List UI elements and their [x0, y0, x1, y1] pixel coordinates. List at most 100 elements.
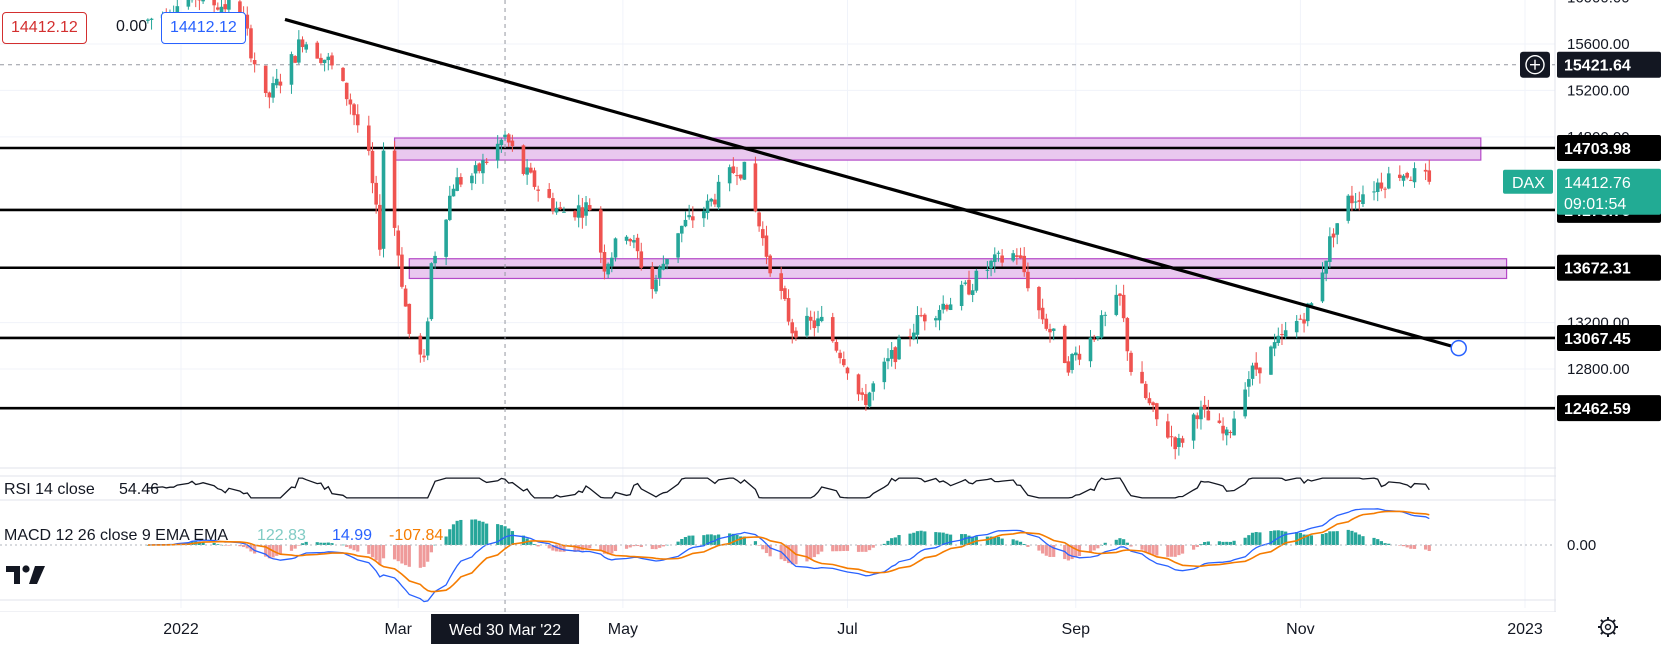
candle — [1192, 413, 1196, 449]
candle — [448, 186, 452, 221]
candle — [945, 304, 949, 312]
macd-histogram-bar — [1151, 545, 1154, 555]
macd-histogram-bar — [503, 526, 506, 545]
candle — [680, 226, 684, 243]
candle-body — [1052, 329, 1056, 331]
candle — [743, 162, 747, 180]
candle — [1195, 412, 1199, 428]
candle — [1037, 286, 1041, 319]
candle-body — [1361, 194, 1365, 204]
candle — [713, 194, 717, 207]
candle-body — [662, 264, 666, 270]
candle-body — [989, 261, 993, 268]
candle — [1140, 361, 1144, 383]
trendline[interactable] — [285, 19, 1466, 355]
macd-histogram-bar — [1350, 531, 1353, 545]
price-axis: 16000.0015600.0015200.0014800.0013200.00… — [1556, 0, 1663, 612]
candle — [1126, 317, 1130, 361]
candle-body — [551, 198, 555, 211]
rsi-value: 54.46 — [119, 481, 159, 498]
macd-histogram-bar — [676, 542, 679, 545]
macd-histogram-bar — [783, 545, 786, 561]
candle-body — [1232, 419, 1236, 436]
candle — [1251, 363, 1255, 386]
macd-histogram-bar — [1258, 532, 1261, 545]
candle-body — [315, 43, 319, 59]
macd-histogram-bar — [481, 522, 484, 545]
rsi-line — [148, 478, 1429, 498]
candle-body — [1170, 436, 1174, 437]
candle — [198, 0, 202, 10]
candle — [352, 103, 356, 125]
candle — [1019, 248, 1023, 260]
candle-body — [1041, 308, 1045, 320]
candle-body — [371, 151, 375, 183]
candle — [345, 82, 349, 105]
candle-body — [658, 267, 662, 278]
macd-histogram-bar — [275, 545, 278, 556]
candle — [547, 183, 551, 198]
candle — [842, 352, 846, 368]
candle-body — [1089, 337, 1093, 361]
macd-histogram-bar — [297, 545, 300, 546]
candle-body — [382, 151, 386, 249]
candle-body — [1276, 336, 1280, 343]
candle — [341, 67, 345, 82]
candle-body — [562, 212, 566, 213]
candle — [636, 234, 640, 260]
candle-body — [511, 141, 515, 146]
candle-body — [960, 285, 964, 306]
macd-histogram-bar — [408, 545, 411, 567]
candle-body — [201, 0, 205, 1]
candle-body — [1402, 176, 1406, 181]
candle-body — [1048, 329, 1052, 332]
candle — [735, 167, 739, 185]
tradingview-logo[interactable] — [4, 560, 48, 590]
candle-body — [1100, 315, 1104, 337]
candle — [1302, 313, 1306, 333]
candle — [1229, 430, 1233, 438]
macd-histogram-bar — [920, 531, 923, 545]
macd-histogram-bar — [378, 545, 381, 565]
macd-histogram-bar — [404, 545, 407, 565]
candle — [1011, 250, 1015, 262]
candle-body — [1269, 347, 1273, 375]
candle-body — [986, 270, 990, 271]
candle — [150, 18, 154, 30]
candle-body — [1037, 287, 1041, 310]
candle — [1295, 315, 1299, 338]
candle-body — [1026, 272, 1030, 288]
candle — [245, 6, 249, 35]
candle-body — [916, 315, 920, 335]
macd-histogram-bar — [294, 545, 297, 549]
candle — [1243, 382, 1247, 418]
candle-body — [430, 263, 434, 319]
macd-histogram-bar — [754, 541, 757, 545]
macd-histogram-bar — [290, 545, 293, 551]
candle-body — [934, 318, 938, 320]
candle — [805, 308, 809, 338]
candle — [835, 339, 839, 352]
candle-body — [349, 99, 353, 104]
candle-body — [919, 315, 923, 316]
macd-histogram-bar — [1280, 531, 1283, 545]
candle-body — [1350, 196, 1354, 204]
macd-histogram-bar — [356, 545, 359, 552]
macd-histogram-bar — [765, 545, 768, 553]
candle — [581, 198, 585, 229]
candle-body — [404, 289, 408, 307]
macd-histogram-bar — [1247, 535, 1250, 545]
candle — [938, 305, 942, 330]
time-tick-label: 2023 — [1507, 621, 1543, 638]
candle — [393, 141, 397, 236]
candle-body — [290, 54, 294, 85]
candle — [536, 186, 540, 202]
macd-histogram-bar — [1310, 535, 1313, 545]
candle-body — [1424, 170, 1428, 172]
candle-body — [1324, 261, 1328, 274]
candle — [1427, 160, 1431, 185]
macd-histogram-bar — [1328, 531, 1331, 545]
symbol-badge-text: DAX — [1512, 175, 1545, 192]
candle-body — [452, 189, 456, 197]
